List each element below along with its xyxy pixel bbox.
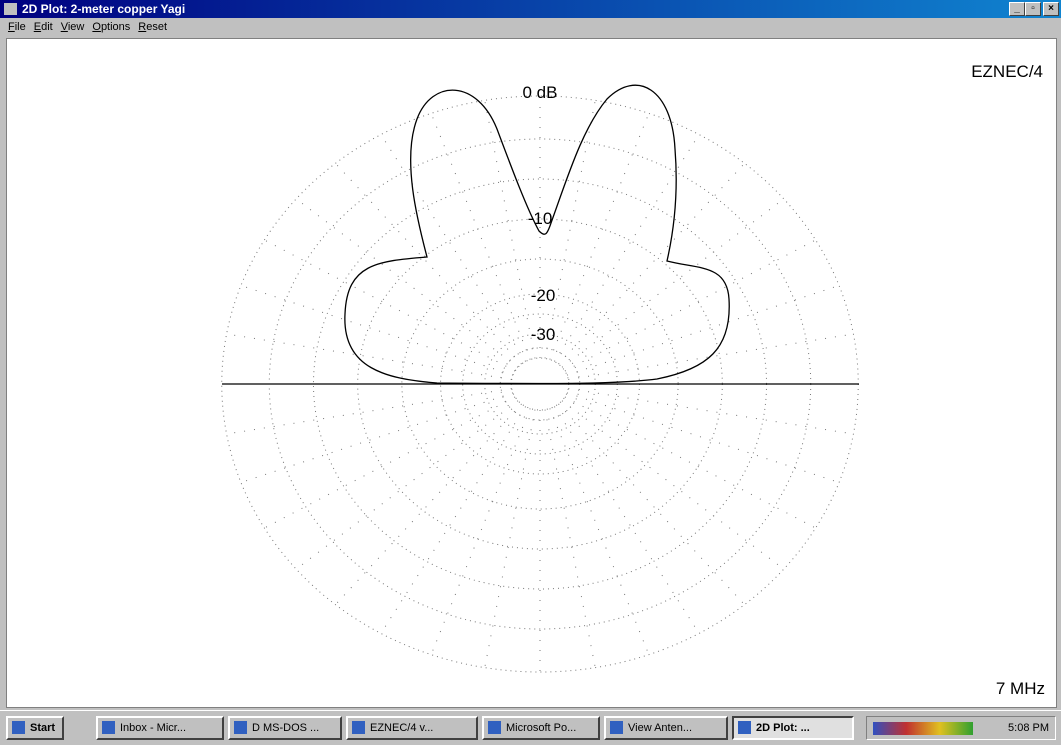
- title-bar: 2D Plot: 2-meter copper Yagi _ ▫ ×: [0, 0, 1061, 18]
- grid-spoke: [380, 406, 527, 634]
- menu-item[interactable]: View: [60, 21, 85, 33]
- ring-label: -20: [531, 286, 556, 305]
- grid-spoke: [564, 239, 816, 372]
- grid-spoke: [558, 163, 745, 365]
- menu-bar: File Edit View Options Reset: [0, 18, 1061, 36]
- grid-spoke: [544, 409, 596, 668]
- clock: 5:08 PM: [1008, 722, 1049, 734]
- start-label: Start: [30, 722, 56, 734]
- close-button[interactable]: ×: [1043, 2, 1059, 16]
- grid-spoke: [264, 396, 516, 529]
- menu-item[interactable]: File: [8, 21, 26, 33]
- program-label: EZNEC/4: [971, 62, 1043, 81]
- task-label: View Anten...: [628, 722, 693, 734]
- task-label: D MS-DOS ...: [252, 722, 320, 734]
- grid-spoke: [335, 163, 522, 365]
- menu-item[interactable]: Options: [92, 21, 131, 33]
- ring-label: -10: [528, 209, 553, 228]
- task-label: Inbox - Micr...: [120, 722, 187, 734]
- maximize-button[interactable]: ▫: [1025, 2, 1041, 16]
- task-label: EZNEC/4 v...: [370, 722, 434, 734]
- grid-spoke: [264, 239, 516, 372]
- grid-spoke: [380, 134, 527, 362]
- grid-spoke: [566, 392, 840, 483]
- minimize-button[interactable]: _: [1009, 2, 1025, 16]
- task-button[interactable]: Inbox - Micr...: [96, 716, 224, 740]
- task-label: Microsoft Po...: [506, 722, 577, 734]
- grid-spoke: [484, 409, 536, 668]
- grid-spoke: [549, 408, 650, 655]
- grid-spoke: [553, 134, 700, 362]
- grid-spoke: [549, 113, 650, 360]
- grid-spoke: [544, 100, 596, 359]
- ring-label: -30: [531, 325, 556, 344]
- app-icon: [4, 3, 17, 15]
- menu-item[interactable]: Reset: [138, 21, 168, 33]
- grid-spoke: [430, 408, 531, 655]
- grid-spoke: [568, 333, 854, 380]
- task-button[interactable]: Microsoft Po...: [482, 716, 600, 740]
- polar-plot: 0 dB -10 -20 -30 EZNEC/4 7 MHz: [221, 62, 1045, 698]
- frequency-label: 7 MHz: [996, 679, 1045, 698]
- radiation-pattern: [344, 84, 730, 385]
- grid-spoke: [240, 285, 514, 376]
- start-button[interactable]: Start: [6, 716, 64, 740]
- grid-spoke: [568, 388, 854, 435]
- plot-area: 0 dB -10 -20 -30 EZNEC/4 7 MHz: [6, 38, 1057, 708]
- grid-spoke: [295, 198, 519, 368]
- task-button[interactable]: EZNEC/4 v...: [346, 716, 478, 740]
- grid-spoke: [226, 388, 512, 435]
- grid-spoke: [240, 392, 514, 483]
- task-button-active[interactable]: 2D Plot: ...: [732, 716, 854, 740]
- task-label: 2D Plot: ...: [756, 722, 810, 734]
- window-title: 2D Plot: 2-meter copper Yagi: [22, 2, 186, 16]
- taskbar: Start Inbox - Micr... D MS-DOS ... EZNEC…: [0, 710, 1061, 745]
- grid-spoke: [561, 400, 785, 570]
- grid-spoke: [564, 396, 816, 529]
- system-tray: 5:08 PM: [866, 716, 1056, 740]
- tray-icons: [873, 722, 973, 735]
- task-button[interactable]: View Anten...: [604, 716, 728, 740]
- grid-spoke: [484, 100, 536, 359]
- task-button[interactable]: D MS-DOS ...: [228, 716, 342, 740]
- grid-spoke: [295, 400, 519, 570]
- grid-spoke: [335, 403, 522, 605]
- grid-spoke: [553, 406, 700, 634]
- menu-item[interactable]: Edit: [33, 21, 53, 33]
- ring-label: 0 dB: [523, 83, 558, 102]
- grid-spoke: [226, 333, 512, 380]
- grid-spoke: [430, 113, 531, 360]
- grid-spoke: [558, 403, 745, 605]
